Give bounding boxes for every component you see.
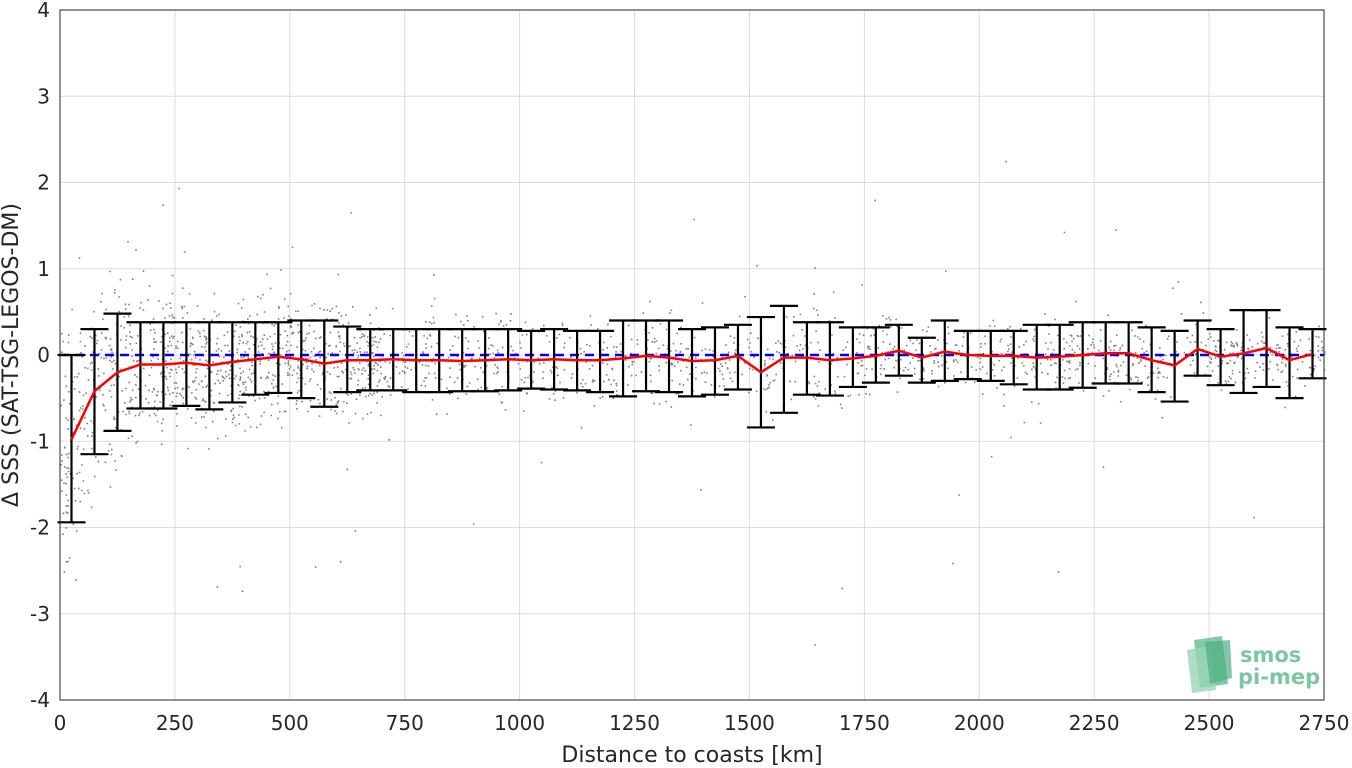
error-bar	[678, 328, 706, 398]
x-tick-labels: 0 250 500 750 1000 1250 1500 1750 2000 2250 2500 27…	[54, 711, 1350, 735]
x-tick-label: 1750	[839, 711, 890, 735]
mean-line	[70, 346, 1313, 441]
x-tick-label: 250	[156, 711, 194, 735]
x-tick-label: 1000	[494, 711, 545, 735]
x-axis-label: Distance to coasts [km]	[561, 743, 822, 768]
error-bar	[586, 329, 615, 394]
error-bar	[1298, 328, 1327, 380]
scatter-points	[60, 160, 1326, 646]
error-bar	[1275, 326, 1304, 400]
y-tick-label: 3	[37, 84, 50, 108]
x-tick-label: 500	[271, 711, 309, 735]
x-tick-label: 1250	[609, 711, 660, 735]
logo-text-pimep: pi-mep	[1238, 665, 1320, 689]
smos-pimep-logo: smos pi-mep	[1187, 636, 1320, 693]
x-tick-label: 0	[54, 711, 67, 735]
y-tick-label: -4	[30, 688, 50, 712]
error-bar	[907, 336, 936, 384]
x-tick-label: 2250	[1069, 711, 1120, 735]
y-tick-label: 4	[37, 0, 50, 22]
logo-mark-icon	[1187, 636, 1232, 693]
error-bar	[815, 321, 844, 397]
x-tick-label: 2000	[954, 711, 1005, 735]
error-bar	[999, 329, 1028, 386]
y-tick-label: -2	[30, 516, 50, 540]
y-tick-label: 1	[37, 257, 50, 281]
y-tick-label: -1	[30, 429, 50, 453]
y-tick-label: 0	[37, 343, 50, 367]
scatter-point-cloud	[60, 160, 1326, 646]
logo-text-smos: smos	[1240, 643, 1301, 667]
x-tick-label: 1500	[724, 711, 775, 735]
x-tick-label: 750	[386, 711, 424, 735]
y-tick-label: 2	[37, 171, 50, 195]
x-tick-label: 2750	[1299, 711, 1350, 735]
mean-series-line	[70, 346, 1313, 441]
error-bars	[57, 304, 1327, 524]
x-tick-label: 2500	[1184, 711, 1235, 735]
plot-frame	[59, 9, 1325, 701]
error-bar	[655, 319, 684, 394]
y-tick-label: -3	[30, 602, 50, 626]
error-bar	[769, 304, 798, 414]
y-tick-labels: -4 -3 -2 -1 0 1 2 3 4	[30, 0, 50, 712]
y-axis-label: Δ SSS (SAT-TSG-LEGOS-DM)	[0, 203, 24, 507]
